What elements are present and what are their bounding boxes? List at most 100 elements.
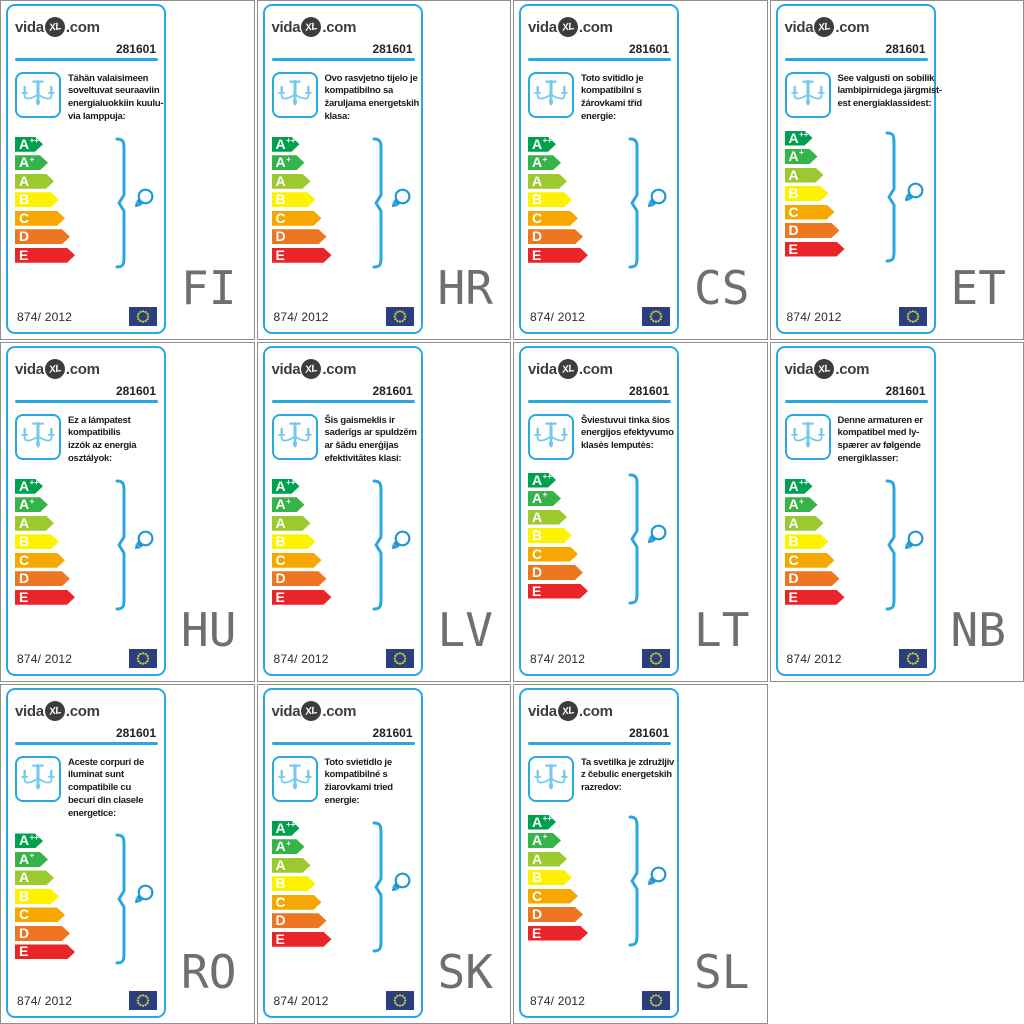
energy-class-arrow-B: B [785, 186, 829, 201]
logo-text-xl: XL [561, 362, 575, 376]
logo-text-com: .com [65, 18, 100, 36]
energy-class-arrow-Aplus: A+ [785, 149, 818, 164]
info-row: See valgusti on sobilik lambipirnidega jä… [784, 71, 942, 118]
energy-label-card: vida XL .com 281601 [6, 346, 166, 676]
energy-class-letter: A+ [19, 496, 35, 513]
regulation-row: 874/ 2012 [787, 307, 927, 326]
energy-class-letter: C [532, 209, 543, 226]
description-line: energie: [324, 794, 360, 806]
energy-class-letter: D [532, 228, 543, 245]
description-line: Ovo rasvjetno tijelo je [324, 72, 418, 84]
energy-label-card: vida XL .com 281601 [6, 688, 166, 1018]
regulation-row: 874/ 2012 [274, 991, 414, 1010]
energy-class-letter: B [532, 869, 543, 885]
energy-class-letter: D [19, 570, 30, 587]
product-number: 281601 [115, 42, 156, 56]
energy-class-letter: A+ [532, 490, 548, 506]
regulation-row: 874/ 2012 [274, 649, 414, 668]
vidaxl-logo: vida XL .com [785, 357, 928, 381]
logo-text-vida: vida [271, 360, 301, 378]
regulation-number: 874/ 2012 [786, 651, 842, 666]
energy-class-letter: D [275, 228, 286, 245]
eu-flag-bg [129, 307, 157, 326]
energy-class-letter: C [19, 551, 30, 568]
logo-text-xl: XL [817, 20, 831, 34]
energy-class-scale: A++ A+ A B C D E [528, 137, 671, 263]
logo-text-vida: vida [528, 360, 557, 378]
energy-class-arrow-Aplusplus: A++ [528, 137, 556, 152]
description-line: Ta svetilka je združljiv [581, 756, 675, 768]
energy-class-arrow-Aplus: A+ [15, 497, 48, 512]
divider-line [15, 400, 158, 403]
energy-class-letter: A [19, 172, 30, 189]
divider-line [15, 742, 158, 745]
energy-class-letter: C [19, 209, 30, 226]
logo-text-vida: vida [15, 702, 44, 720]
eu-flag-icon [898, 307, 927, 326]
energy-class-letter: C [788, 203, 799, 220]
eu-flag-bg [642, 649, 670, 668]
energy-class-arrow-A: A [272, 516, 311, 531]
energy-class-scale: A++ A+ A B C D E [785, 131, 928, 257]
regulation-row: 874/ 2012 [274, 307, 414, 326]
energy-class-letter: C [275, 893, 286, 910]
logo-text-xl: XL [48, 362, 62, 376]
logo-text-com: .com [578, 702, 613, 720]
logo-xl-badge: XL [43, 357, 67, 381]
energy-scale: A++ A+ A B C D E [528, 473, 671, 604]
label-cell: vida XL .com 281601 [0, 342, 255, 682]
eu-flag-bg [385, 649, 414, 668]
energy-class-letter: A++ [788, 477, 809, 494]
energy-class-letter: C [275, 551, 286, 568]
energy-class-arrow-A: A [15, 870, 54, 885]
energy-class-letter: A [19, 869, 30, 886]
energy-class-scale: A++ A+ A B C D E [15, 137, 158, 263]
eu-flag-bg [129, 991, 157, 1010]
energy-class-arrow-B: B [528, 192, 572, 207]
divider-line [15, 58, 158, 61]
description-line: izzók az energia [68, 440, 137, 452]
logo-xl-badge: XL [300, 699, 323, 723]
energy-scale: A++ A+ A B C D E [272, 821, 415, 953]
eu-flag-icon [129, 991, 157, 1010]
energy-class-letter: E [788, 588, 798, 605]
logo-text-vida: vida [784, 18, 814, 36]
energy-class-arrow-D: D [528, 565, 583, 580]
description-line: Aceste corpuri de [68, 756, 144, 768]
energy-class-letter: A+ [532, 154, 548, 171]
eu-flag-icon [898, 649, 927, 668]
light-bulb-icon [391, 188, 410, 207]
energy-class-arrow-Aplus: A+ [528, 491, 561, 506]
energy-class-arrow-B: B [528, 870, 572, 885]
logo-text-com: .com [835, 360, 870, 378]
description-line: žárovkami tříd [581, 98, 642, 110]
vidaxl-logo: vida XL .com [15, 699, 158, 723]
energy-class-letter: A [788, 514, 799, 531]
energy-class-letter: B [275, 533, 286, 550]
energy-label-card: vida XL .com 281601 [262, 688, 423, 1018]
description-text: Toto svítidlo je kompatibilní s žárovkami … [581, 72, 644, 124]
eu-flag-icon [642, 649, 670, 668]
logo-xl-badge: XL [43, 699, 67, 723]
description-line: spærer av følgende [837, 440, 921, 452]
info-row: Ez a lámpatest kompatibilis izzók az energ… [15, 413, 158, 466]
energy-class-arrow-Aplus: A+ [528, 833, 561, 848]
energy-class-letter: A++ [19, 832, 39, 849]
language-code: NB [950, 603, 1006, 657]
energy-scale: A++ A+ A B C D E [15, 479, 158, 611]
label-cell: vida XL .com 281601 [769, 0, 1024, 340]
energy-class-arrow-Aplus: A+ [15, 155, 48, 170]
empty-cell [769, 684, 1024, 1024]
energy-class-arrow-C: C [785, 205, 835, 220]
grouping-brace-icon [115, 137, 126, 269]
language-code: LT [694, 603, 750, 657]
chandelier-icon [271, 71, 318, 118]
energy-class-letter: A+ [275, 838, 291, 855]
description-line: žiarovkami tried [324, 782, 394, 794]
language-code: LV [437, 603, 493, 657]
energy-class-arrow-Aplusplus: A++ [272, 137, 300, 152]
info-row: Ta svetilka je združljiv z čebulic energe… [528, 755, 675, 802]
energy-class-scale: A++ A+ A B C D E [15, 833, 158, 959]
description-line: Ez a lámpatest [68, 414, 131, 426]
